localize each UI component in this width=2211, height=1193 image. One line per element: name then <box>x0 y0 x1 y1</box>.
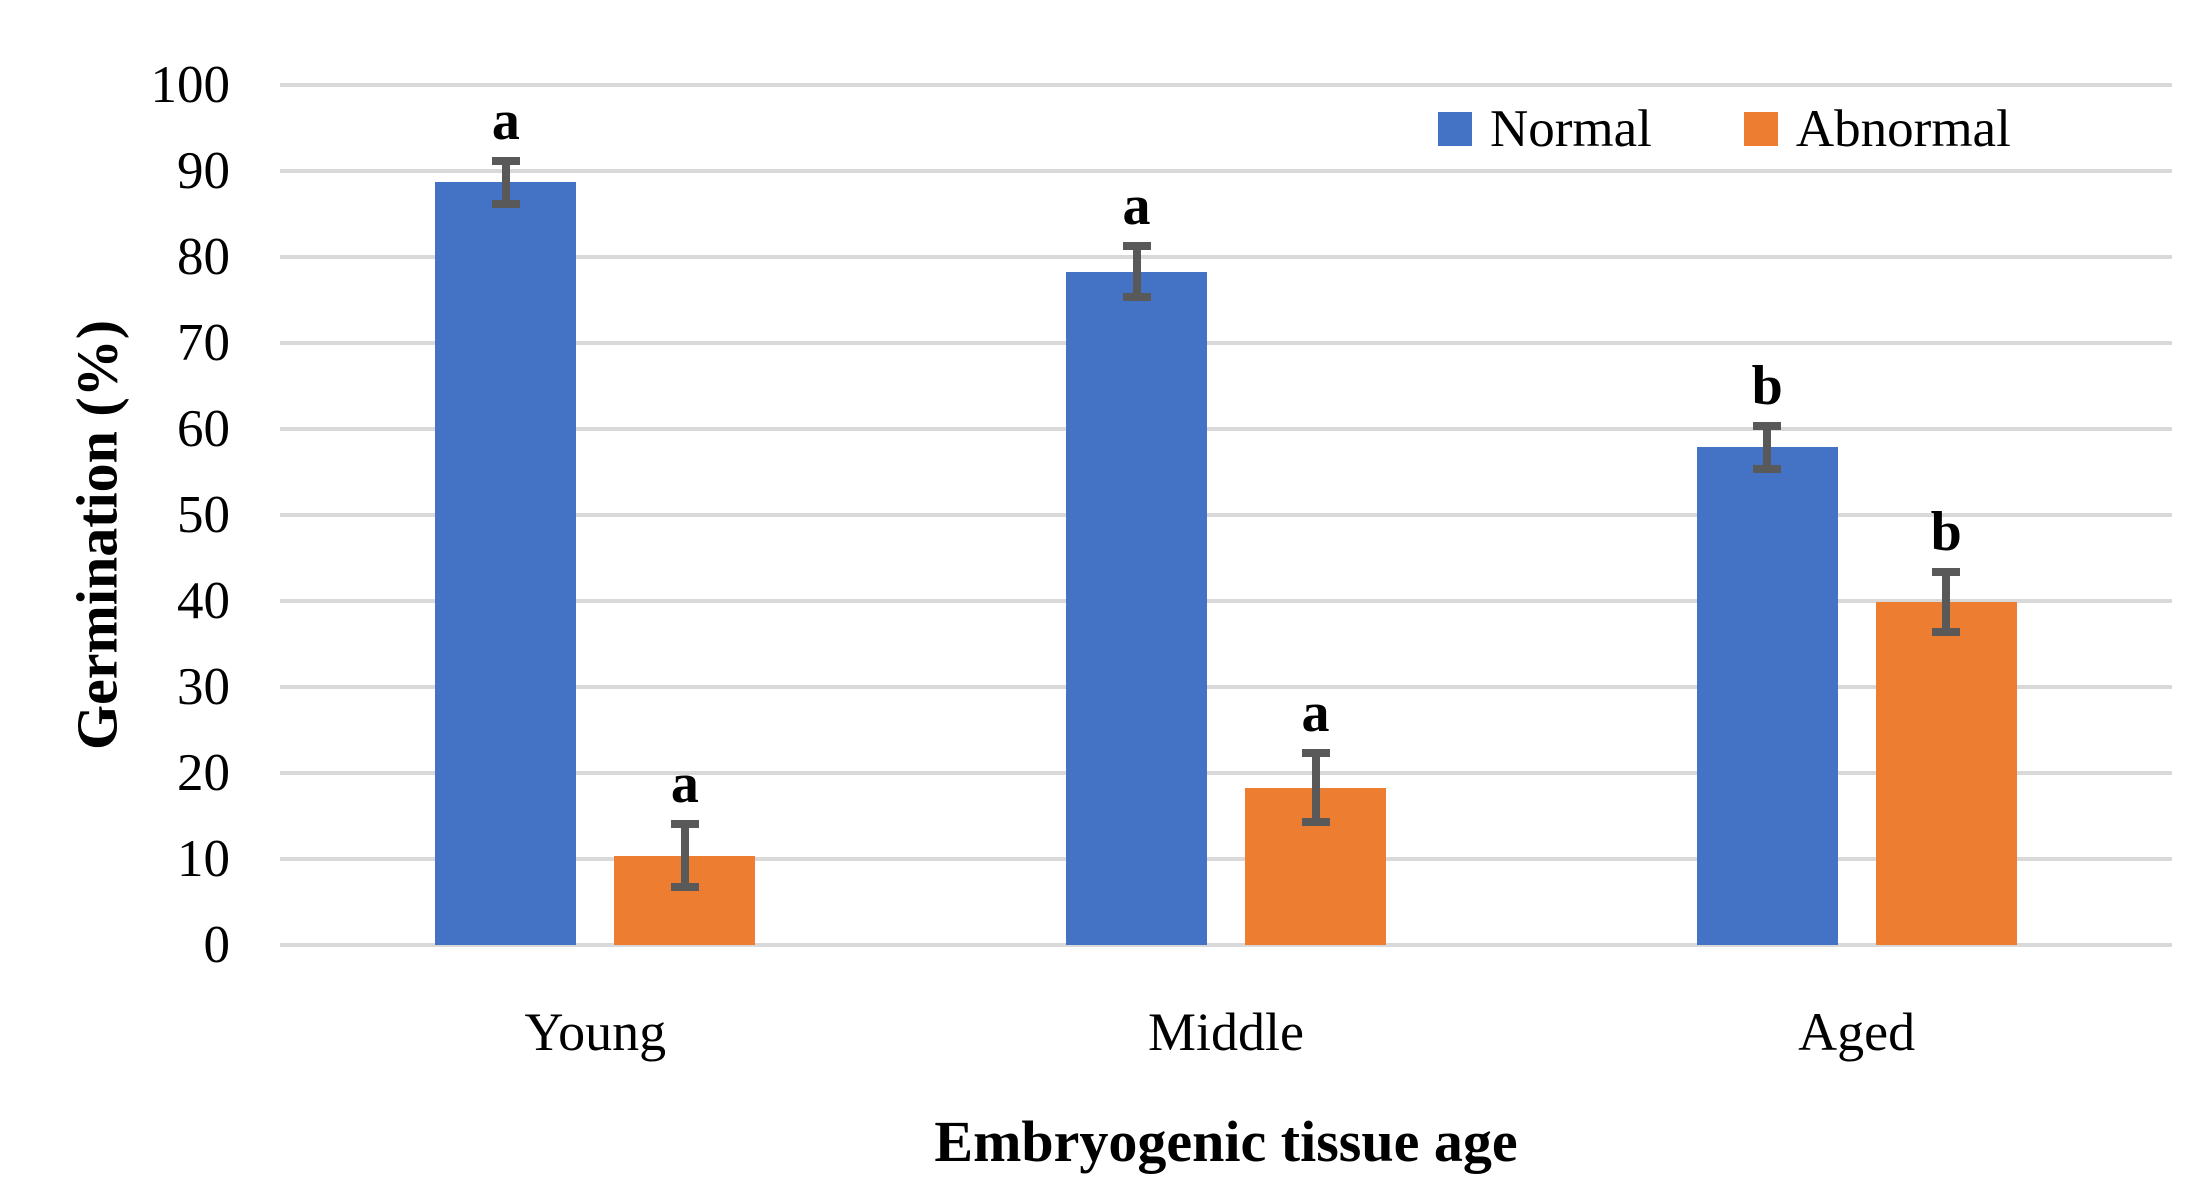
error-bar-cap-bottom-abnormal-young <box>670 883 699 892</box>
y-tick-label-70: 70 <box>177 314 230 372</box>
y-tick-label-80: 80 <box>177 228 230 286</box>
error-bar-abnormal-middle <box>1311 753 1320 823</box>
error-bar-cap-top-normal-aged <box>1753 421 1782 430</box>
legend-label-abnormal: Abnormal <box>1795 100 2011 158</box>
x-category-label-aged: Aged <box>1798 1002 1916 1062</box>
gridline-20 <box>280 771 2172 775</box>
error-bar-cap-top-abnormal-young <box>670 819 699 828</box>
y-tick-label-30: 30 <box>177 658 230 716</box>
y-tick-label-60: 60 <box>177 400 230 458</box>
y-tick-label-90: 90 <box>177 142 230 200</box>
significance-letter-abnormal-young: a <box>670 752 699 815</box>
y-tick-label-20: 20 <box>177 744 230 802</box>
y-tick-label-10: 10 <box>177 830 230 888</box>
bar-normal-middle <box>1066 271 1207 945</box>
legend-swatch-normal <box>1438 112 1472 146</box>
error-bar-cap-top-abnormal-middle <box>1301 749 1330 758</box>
x-axis-title: Embryogenic tissue age <box>934 1109 1518 1174</box>
error-bar-abnormal-aged <box>1942 571 1951 632</box>
y-tick-label-50: 50 <box>177 486 230 544</box>
bar-normal-young <box>435 182 577 945</box>
gridline-80 <box>280 255 2172 259</box>
significance-letter-abnormal-middle: a <box>1301 682 1330 745</box>
significance-letter-normal-young: a <box>491 89 520 152</box>
plot-area <box>280 83 2172 947</box>
gridline-100 <box>280 83 2172 87</box>
significance-letter-normal-middle: a <box>1122 174 1151 237</box>
legend-swatch-abnormal <box>1743 112 1778 146</box>
error-bar-cap-top-normal-young <box>491 156 520 165</box>
gridline-50 <box>280 513 2172 517</box>
gridline-0 <box>280 943 2172 947</box>
error-bar-cap-top-abnormal-aged <box>1932 567 1961 576</box>
x-category-label-young: Young <box>524 1002 667 1062</box>
significance-letter-abnormal-aged: b <box>1930 500 1962 563</box>
legend-label-normal: Normal <box>1490 100 1652 158</box>
gridline-10 <box>280 857 2172 861</box>
error-bar-cap-top-normal-middle <box>1122 241 1151 250</box>
error-bar-cap-bottom-normal-young <box>491 199 520 208</box>
gridline-70 <box>280 341 2172 345</box>
error-bar-cap-bottom-abnormal-aged <box>1932 627 1961 636</box>
significance-letter-normal-aged: b <box>1751 354 1783 417</box>
y-tick-label-40: 40 <box>177 572 230 630</box>
y-tick-label-0: 0 <box>203 916 231 974</box>
error-bar-normal-aged <box>1763 425 1772 469</box>
bar-normal-aged <box>1696 447 1838 945</box>
x-category-label-middle: Middle <box>1148 1002 1304 1062</box>
error-bar-abnormal-young <box>680 823 689 888</box>
error-bar-normal-middle <box>1132 245 1141 298</box>
error-bar-normal-young <box>501 160 510 204</box>
y-tick-label-100: 100 <box>150 56 231 114</box>
gridline-40 <box>280 599 2172 603</box>
error-bar-cap-bottom-normal-middle <box>1122 293 1151 302</box>
gridline-60 <box>280 427 2172 431</box>
error-bar-cap-bottom-normal-aged <box>1753 464 1782 473</box>
error-bar-cap-bottom-abnormal-middle <box>1301 818 1330 827</box>
gridline-90 <box>280 169 2172 173</box>
gridline-30 <box>280 685 2172 689</box>
bar-abnormal-aged <box>1875 601 2017 945</box>
legend: Normal Abnormal <box>1438 101 2011 157</box>
